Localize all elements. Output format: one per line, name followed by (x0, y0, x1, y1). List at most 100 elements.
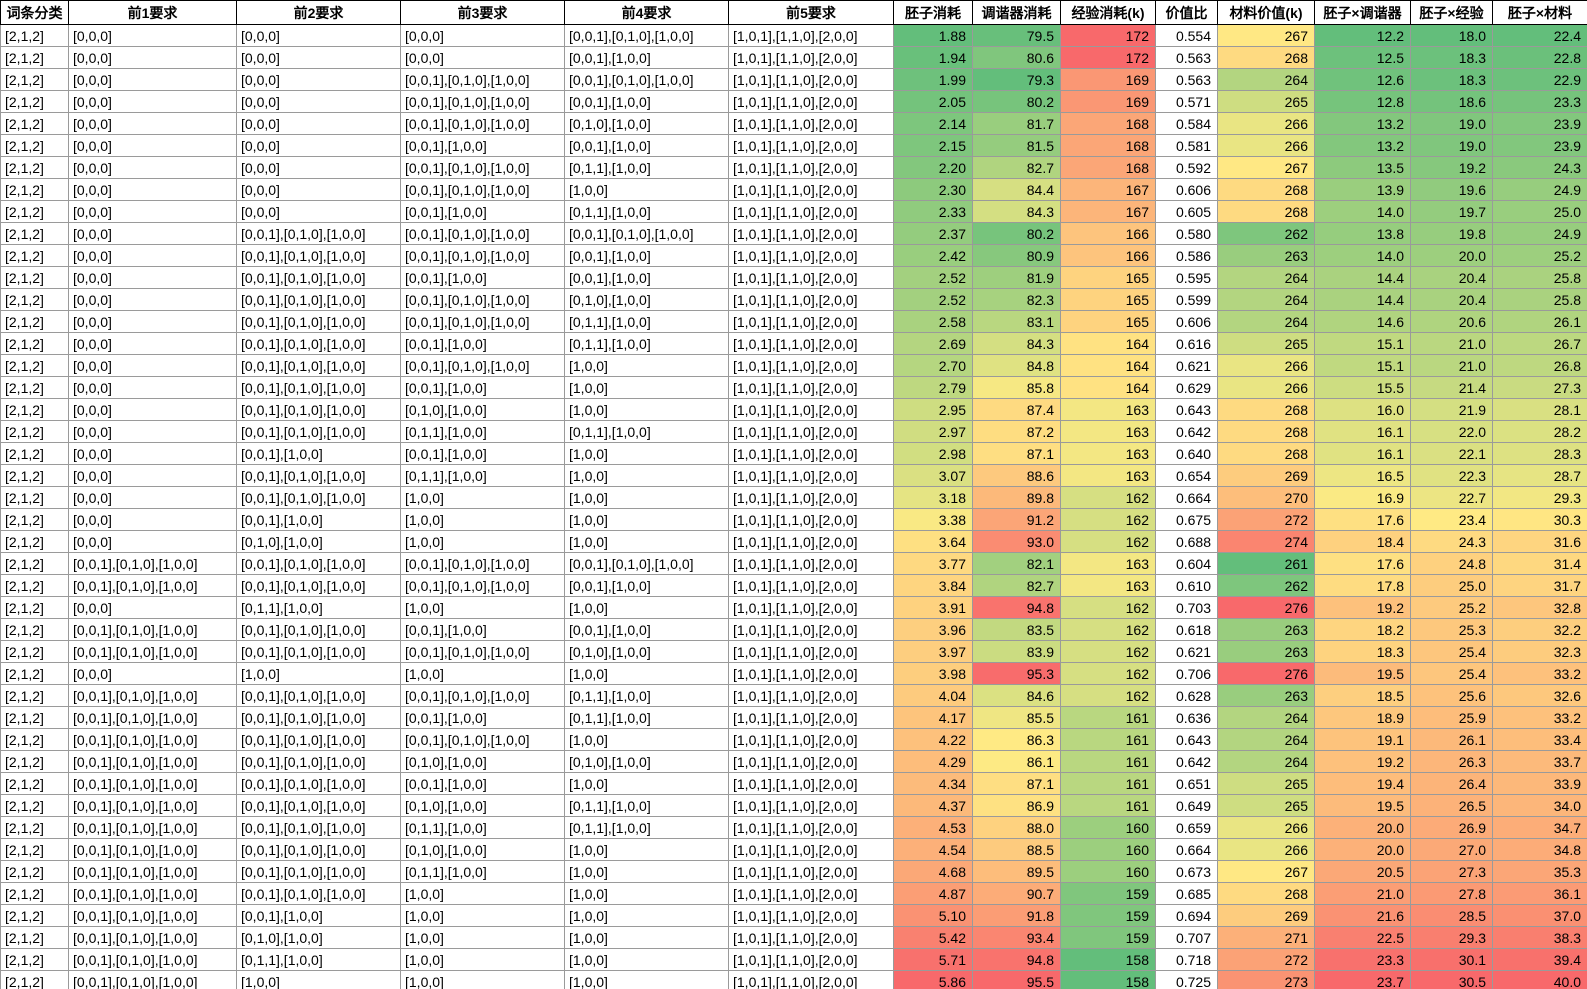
cell[interactable]: 0.694 (1155, 904, 1218, 927)
cell[interactable]: [1,0,1],[1,1,0],[2,0,0] (728, 640, 894, 663)
cell[interactable]: 166 (1060, 244, 1156, 267)
cell[interactable]: [0,0,1],[0,1,0],[1,0,0] (564, 222, 729, 245)
cell[interactable]: 19.1 (1314, 728, 1411, 751)
cell[interactable]: 0.586 (1155, 244, 1218, 267)
cell[interactable]: 2.37 (893, 222, 973, 245)
cell[interactable]: [2,1,2] (0, 376, 69, 399)
cell[interactable]: [1,0,0] (564, 398, 729, 421)
cell[interactable]: [0,0,1],[1,0,0] (236, 904, 401, 927)
cell[interactable]: [0,0,1],[0,1,0],[1,0,0] (400, 354, 565, 377)
column-header-2[interactable]: 前2要求 (236, 0, 401, 25)
cell[interactable]: 160 (1060, 838, 1156, 861)
cell[interactable]: [2,1,2] (0, 24, 69, 47)
cell[interactable]: 79.5 (972, 24, 1061, 47)
cell[interactable]: [0,0,1],[0,1,0],[1,0,0] (236, 618, 401, 641)
cell[interactable]: [0,0,1],[0,1,0],[1,0,0] (236, 244, 401, 267)
cell[interactable]: 0.605 (1155, 200, 1218, 223)
cell[interactable]: [0,0,1],[0,1,0],[1,0,0] (236, 266, 401, 289)
cell[interactable]: 20.0 (1410, 244, 1493, 267)
cell[interactable]: 26.9 (1410, 816, 1493, 839)
cell[interactable]: [0,0,1],[0,1,0],[1,0,0] (68, 860, 237, 883)
cell[interactable]: [1,0,0] (400, 508, 565, 531)
cell[interactable]: [0,0,0] (68, 464, 237, 487)
cell[interactable]: 1.94 (893, 46, 973, 69)
cell[interactable]: 162 (1060, 662, 1156, 685)
cell[interactable]: 0.629 (1155, 376, 1218, 399)
cell[interactable]: [0,0,1],[0,1,0],[1,0,0] (236, 772, 401, 795)
cell[interactable]: 19.2 (1314, 596, 1411, 619)
cell[interactable]: [0,0,0] (68, 486, 237, 509)
cell[interactable]: 169 (1060, 68, 1156, 91)
cell[interactable]: 3.98 (893, 662, 973, 685)
cell[interactable]: [2,1,2] (0, 662, 69, 685)
cell[interactable]: 19.4 (1314, 772, 1411, 795)
cell[interactable]: [2,1,2] (0, 90, 69, 113)
cell[interactable]: 26.1 (1492, 310, 1587, 333)
cell[interactable]: [1,0,1],[1,1,0],[2,0,0] (728, 508, 894, 531)
cell[interactable]: 26.3 (1410, 750, 1493, 773)
cell[interactable]: 0.651 (1155, 772, 1218, 795)
cell[interactable]: 23.7 (1314, 970, 1411, 989)
cell[interactable]: [0,0,0] (68, 24, 237, 47)
cell[interactable]: 0.584 (1155, 112, 1218, 135)
cell[interactable]: [2,1,2] (0, 926, 69, 949)
cell[interactable]: 80.6 (972, 46, 1061, 69)
cell[interactable]: 4.53 (893, 816, 973, 839)
cell[interactable]: 2.30 (893, 178, 973, 201)
cell[interactable]: 0.664 (1155, 486, 1218, 509)
cell[interactable]: 30.1 (1410, 948, 1493, 971)
cell[interactable]: 163 (1060, 574, 1156, 597)
cell[interactable]: 84.6 (972, 684, 1061, 707)
cell[interactable]: [2,1,2] (0, 816, 69, 839)
cell[interactable]: 14.0 (1314, 200, 1411, 223)
cell[interactable]: [0,0,1],[1,0,0] (564, 244, 729, 267)
cell[interactable]: 263 (1217, 684, 1315, 707)
cell[interactable]: [1,0,0] (564, 596, 729, 619)
cell[interactable]: 34.0 (1492, 794, 1587, 817)
cell[interactable]: 22.1 (1410, 442, 1493, 465)
cell[interactable]: [2,1,2] (0, 332, 69, 355)
cell[interactable]: [1,0,1],[1,1,0],[2,0,0] (728, 200, 894, 223)
cell[interactable]: 16.0 (1314, 398, 1411, 421)
cell[interactable]: 162 (1060, 530, 1156, 553)
cell[interactable]: [0,0,1],[0,1,0],[1,0,0] (236, 860, 401, 883)
cell[interactable]: 25.3 (1410, 618, 1493, 641)
cell[interactable]: 39.4 (1492, 948, 1587, 971)
cell[interactable]: 19.8 (1410, 222, 1493, 245)
cell[interactable]: [0,0,1],[0,1,0],[1,0,0] (68, 728, 237, 751)
cell[interactable]: [0,0,1],[0,1,0],[1,0,0] (400, 574, 565, 597)
column-header-8[interactable]: 经验消耗(k) (1060, 0, 1156, 25)
cell[interactable]: [1,0,0] (400, 904, 565, 927)
cell[interactable]: 162 (1060, 640, 1156, 663)
cell[interactable]: 31.6 (1492, 530, 1587, 553)
cell[interactable]: 5.10 (893, 904, 973, 927)
cell[interactable]: 32.8 (1492, 596, 1587, 619)
cell[interactable]: [0,0,1],[0,1,0],[1,0,0] (236, 420, 401, 443)
cell[interactable]: 2.33 (893, 200, 973, 223)
cell[interactable]: 0.649 (1155, 794, 1218, 817)
cell[interactable]: [0,0,1],[1,0,0] (564, 46, 729, 69)
cell[interactable]: [2,1,2] (0, 596, 69, 619)
cell[interactable]: 17.8 (1314, 574, 1411, 597)
cell[interactable]: 19.5 (1314, 662, 1411, 685)
cell[interactable]: [0,0,0] (68, 354, 237, 377)
cell[interactable]: 165 (1060, 310, 1156, 333)
cell[interactable]: 80.9 (972, 244, 1061, 267)
cell[interactable]: 169 (1060, 90, 1156, 113)
cell[interactable]: 24.3 (1410, 530, 1493, 553)
cell[interactable]: 3.18 (893, 486, 973, 509)
cell[interactable]: 20.5 (1314, 860, 1411, 883)
cell[interactable]: [0,0,1],[0,1,0],[1,0,0] (400, 640, 565, 663)
cell[interactable]: [0,0,1],[0,1,0],[1,0,0] (68, 948, 237, 971)
cell[interactable]: 276 (1217, 596, 1315, 619)
cell[interactable]: 2.52 (893, 266, 973, 289)
cell[interactable]: 84.3 (972, 332, 1061, 355)
cell[interactable]: [1,0,1],[1,1,0],[2,0,0] (728, 376, 894, 399)
cell[interactable]: [2,1,2] (0, 464, 69, 487)
cell[interactable]: 89.8 (972, 486, 1061, 509)
cell[interactable]: 25.9 (1410, 706, 1493, 729)
cell[interactable]: 4.04 (893, 684, 973, 707)
cell[interactable]: 80.2 (972, 90, 1061, 113)
cell[interactable]: 161 (1060, 772, 1156, 795)
cell[interactable]: [0,1,1],[1,0,0] (400, 464, 565, 487)
